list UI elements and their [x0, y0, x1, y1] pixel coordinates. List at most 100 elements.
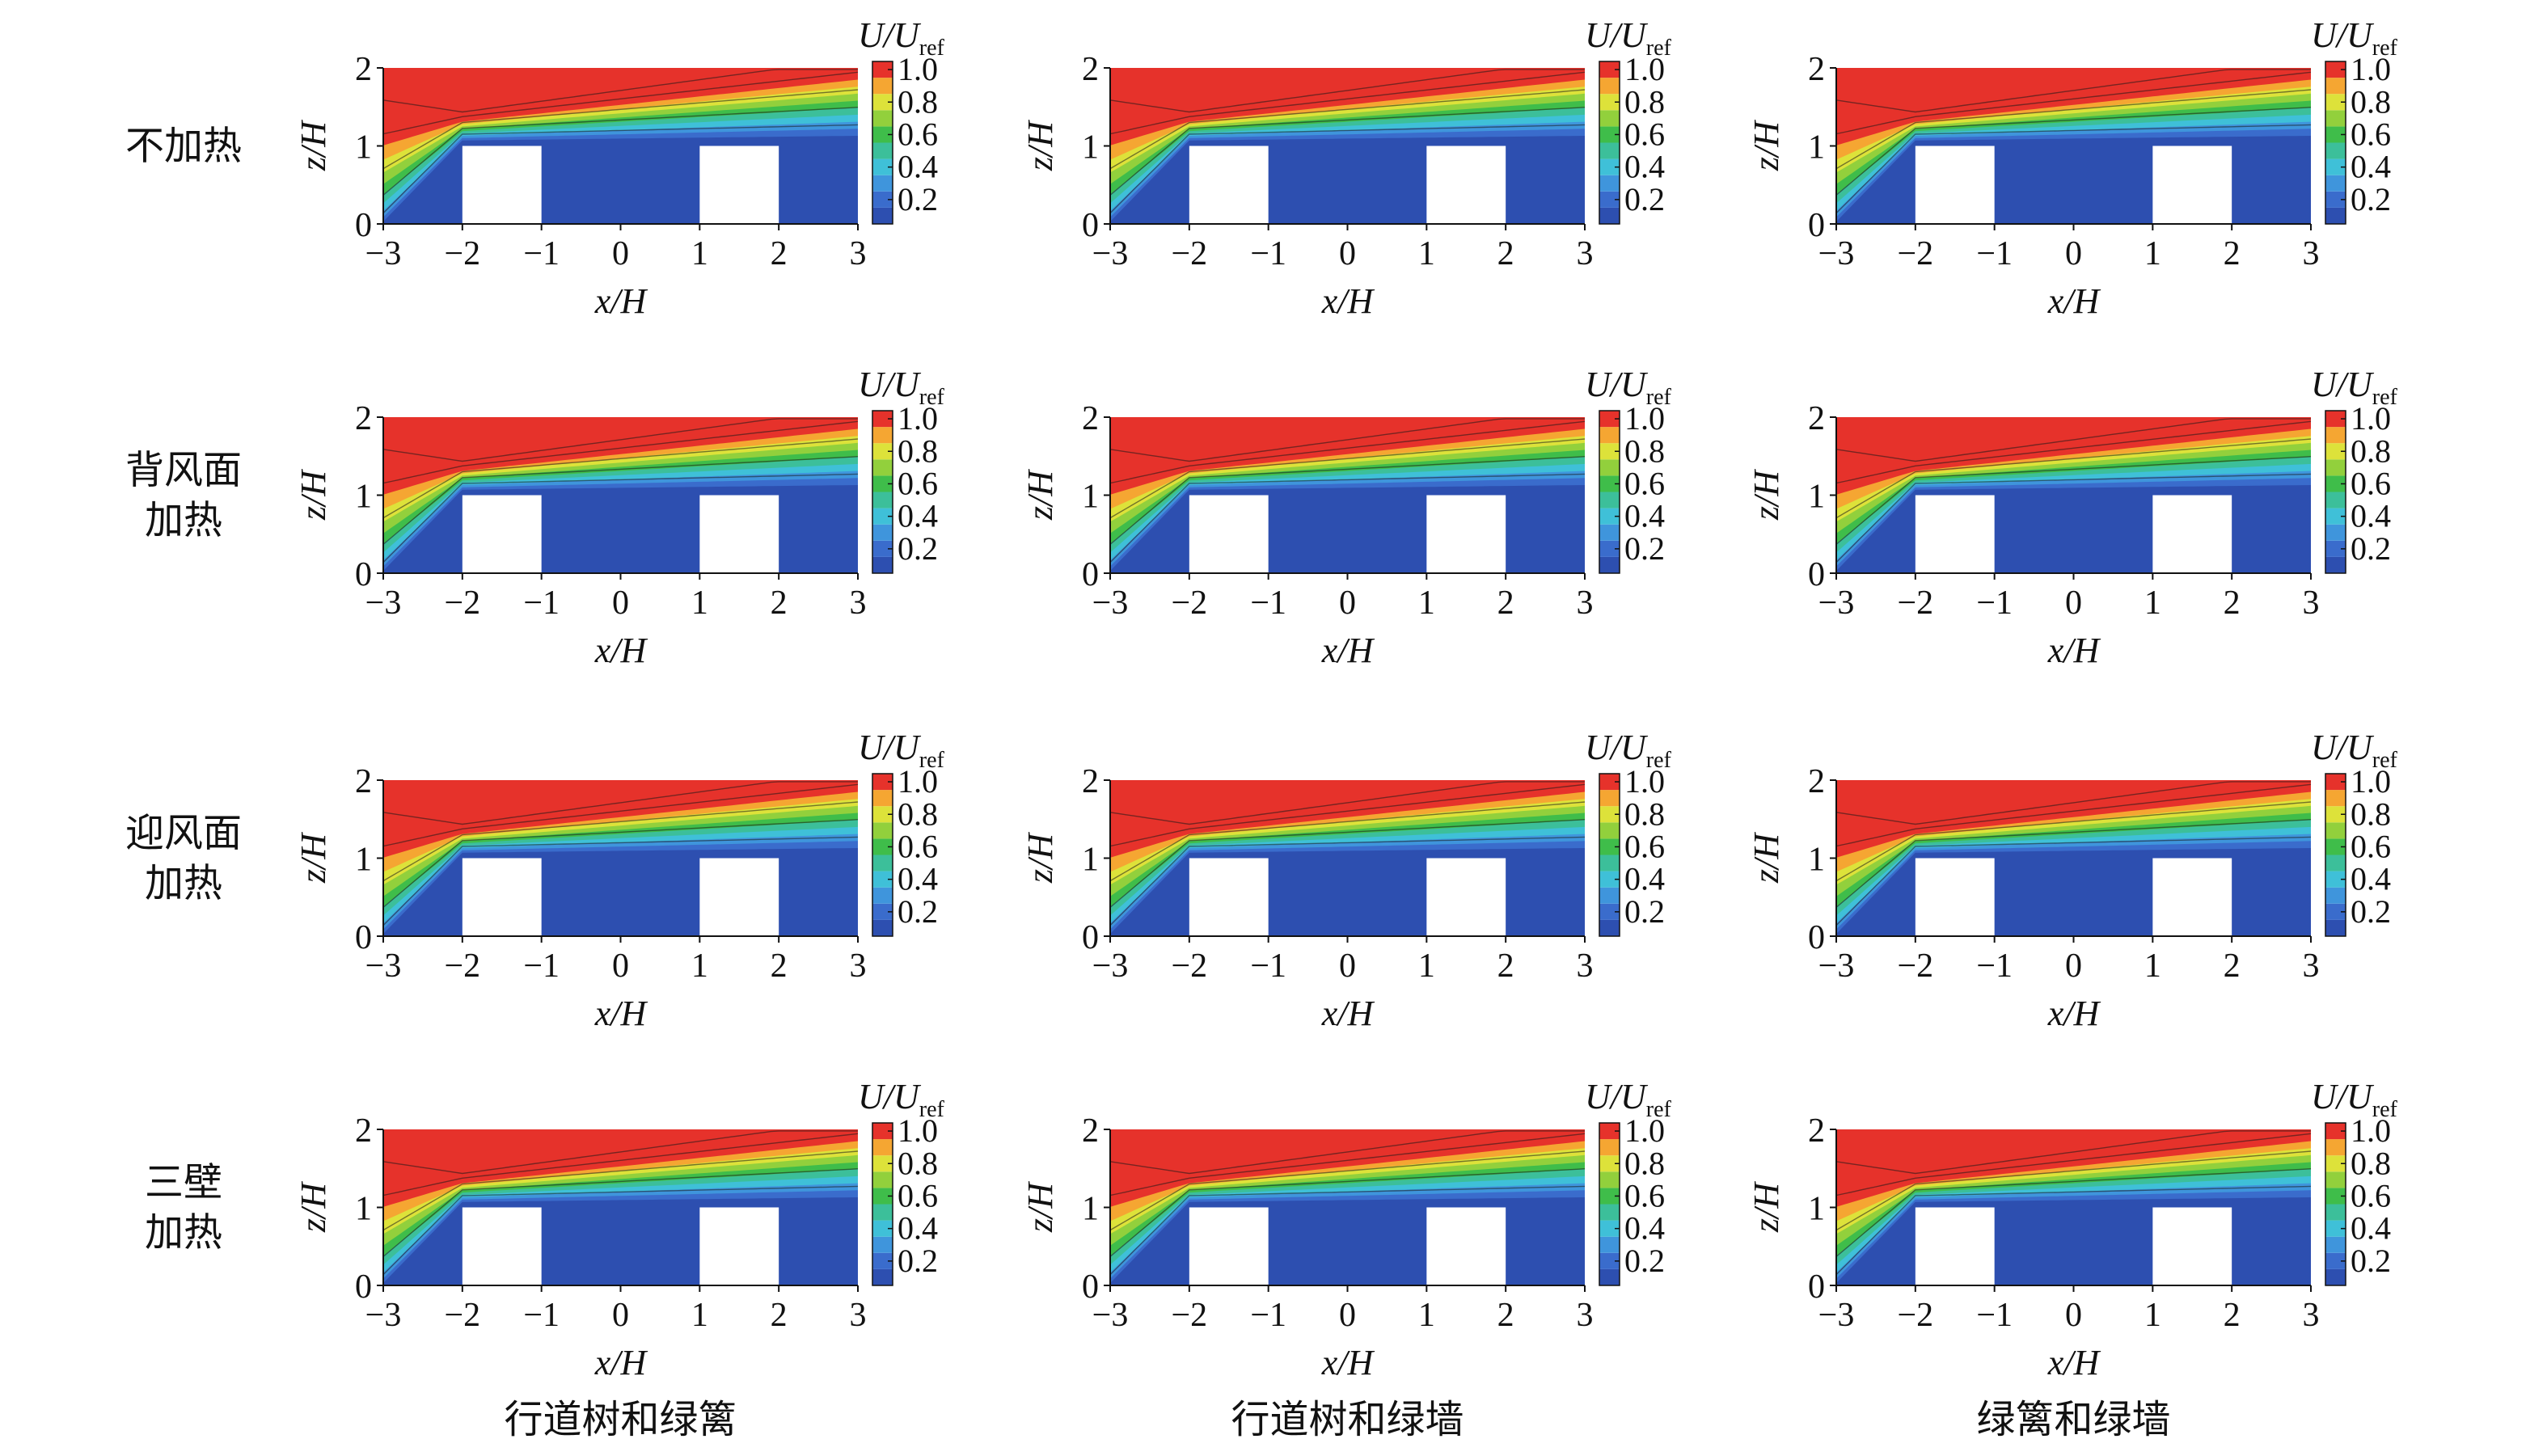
row-label: 不加热: [125, 125, 242, 168]
colorbar-band: [1599, 524, 1620, 541]
y-tick-label: 2: [355, 400, 372, 437]
colorbar-band: [1599, 1171, 1620, 1188]
x-tick-label: 0: [1339, 1297, 1356, 1334]
colorbar-band: [2325, 459, 2346, 476]
building: [2152, 1207, 2232, 1285]
streamline: [1109, 420, 1586, 484]
colorbar-title: U/Uref: [2311, 728, 2398, 773]
colorbar-band: [872, 427, 893, 444]
column-label: 绿篱和绿墙: [1976, 1399, 2170, 1441]
colorbar-band: [872, 94, 893, 111]
streamline: [382, 438, 859, 519]
y-tick-label: 1: [355, 479, 372, 516]
x-tick-label: −3: [365, 1297, 402, 1334]
building: [462, 495, 542, 573]
colorbar-band: [1599, 110, 1620, 127]
colorbar-band: [872, 1139, 893, 1156]
colorbar-band: [2325, 443, 2346, 460]
colorbar-band: [2325, 508, 2346, 525]
colorbar-tick-label: 0.6: [1624, 828, 1665, 864]
colorbar-title-sub: ref: [1646, 385, 1672, 410]
x-tick-label: 3: [1577, 1297, 1594, 1334]
column-label: 行道树和绿篱: [504, 1399, 737, 1441]
row-label: 三壁: [145, 1162, 222, 1205]
building: [1189, 146, 1269, 224]
colorbar-band: [872, 1204, 893, 1221]
colorbar-band: [872, 175, 893, 192]
colorbar-title-sub: ref: [1646, 1097, 1672, 1122]
streamline: [1835, 783, 2312, 847]
colorbar-band: [2325, 191, 2346, 208]
panel: −3 −2 −1 0 1 2 3 0 1 2 x/H z/H 0.20.40.60.81.0U/Uref: [1020, 365, 1672, 670]
panel: −3 −2 −1 0 1 2 3 0 1 2 x/H z/H 0.20.40.60.81.0U/Uref: [1020, 1077, 1672, 1382]
colorbar-title-main: U/U: [858, 728, 922, 767]
y-axis-label: z/H: [1747, 832, 1786, 884]
colorbar-band: [872, 887, 893, 904]
streamline: [1835, 124, 2312, 214]
y-tick-label: 0: [1808, 207, 1825, 244]
contour-band: [383, 417, 858, 495]
colorbar-tick-label: 0.6: [2351, 1177, 2391, 1213]
y-tick-label: 2: [1082, 400, 1099, 437]
y-axis-label: z/H: [1747, 469, 1786, 521]
colorbar-title-sub: ref: [1646, 36, 1672, 61]
streamline: [1109, 1185, 1586, 1276]
colorbar-title-sub: ref: [2372, 36, 2398, 61]
colorbar-band: [872, 78, 893, 95]
panel: −3 −2 −1 0 1 2 3 0 1 2 x/H z/H 0.20.40.60.81.0U/Uref: [1747, 728, 2398, 1033]
colorbar-band: [872, 142, 893, 159]
x-tick-label: −3: [1818, 235, 1855, 272]
colorbar-band: [1599, 126, 1620, 143]
x-tick-label: 1: [1418, 585, 1435, 622]
colorbar-band: [1599, 411, 1620, 428]
x-tick-label: 0: [2065, 1297, 2082, 1334]
streamline: [1835, 1133, 2312, 1196]
colorbar-band: [872, 790, 893, 807]
contour-band: [1110, 780, 1585, 858]
colorbar-tick-label: 0.6: [898, 465, 938, 501]
x-tick-label: −2: [444, 235, 480, 272]
x-tick-label: 2: [2224, 1297, 2241, 1334]
colorbar-tick-label: 0.6: [1624, 116, 1665, 152]
building: [2152, 146, 2232, 224]
x-tick-label: −3: [365, 947, 402, 985]
colorbar-frame: [1599, 410, 1620, 574]
colorbar-band: [2325, 1236, 2346, 1253]
colorbar-tick-label: 0.2: [898, 893, 938, 930]
y-axis-label: z/H: [1020, 469, 1060, 521]
colorbar-title: U/Uref: [858, 15, 945, 61]
x-axis-label: x/H: [1321, 281, 1375, 321]
panel: −3 −2 −1 0 1 2 3 0 1 2 x/H z/H 0.20.40.60.81.0U/Uref: [1020, 728, 1672, 1033]
y-tick-label: 0: [355, 1268, 372, 1306]
streamline: [1835, 107, 2312, 196]
colorbar-tick-label: 0.4: [2351, 498, 2391, 534]
panel: −3 −2 −1 0 1 2 3 0 1 2 x/H z/H 0.20.40.60.81.0U/Uref: [1747, 15, 2398, 321]
colorbar-band: [1599, 508, 1620, 525]
colorbar-band: [872, 61, 893, 78]
colorbar-band: [872, 903, 893, 920]
colorbar-band: [1599, 459, 1620, 476]
x-tick-label: 0: [1339, 585, 1356, 622]
colorbar-title: U/Uref: [1585, 728, 1672, 773]
x-tick-label: 1: [691, 1297, 708, 1334]
contour-band: [383, 780, 858, 858]
x-tick-label: −2: [444, 947, 480, 985]
x-axis-label: x/H: [1321, 1343, 1375, 1382]
y-axis-label: z/H: [1020, 832, 1060, 884]
colorbar-title-sub: ref: [2372, 1097, 2398, 1122]
colorbar-tick-label: 0.8: [1624, 796, 1665, 832]
colorbar-band: [1599, 175, 1620, 192]
colorbar-band: [872, 475, 893, 492]
colorbar-band: [2325, 110, 2346, 127]
colorbar-band: [872, 806, 893, 823]
colorbar-band: [1599, 475, 1620, 492]
streamline: [1835, 781, 2311, 825]
building: [1426, 1207, 1506, 1285]
colorbar-title-main: U/U: [2311, 728, 2375, 767]
x-tick-label: 2: [1497, 235, 1514, 272]
x-tick-label: 2: [771, 1297, 788, 1334]
colorbar-band: [2325, 175, 2346, 192]
streamline: [382, 107, 859, 196]
colorbar-title-main: U/U: [858, 15, 922, 55]
colorbar-band: [872, 855, 893, 871]
